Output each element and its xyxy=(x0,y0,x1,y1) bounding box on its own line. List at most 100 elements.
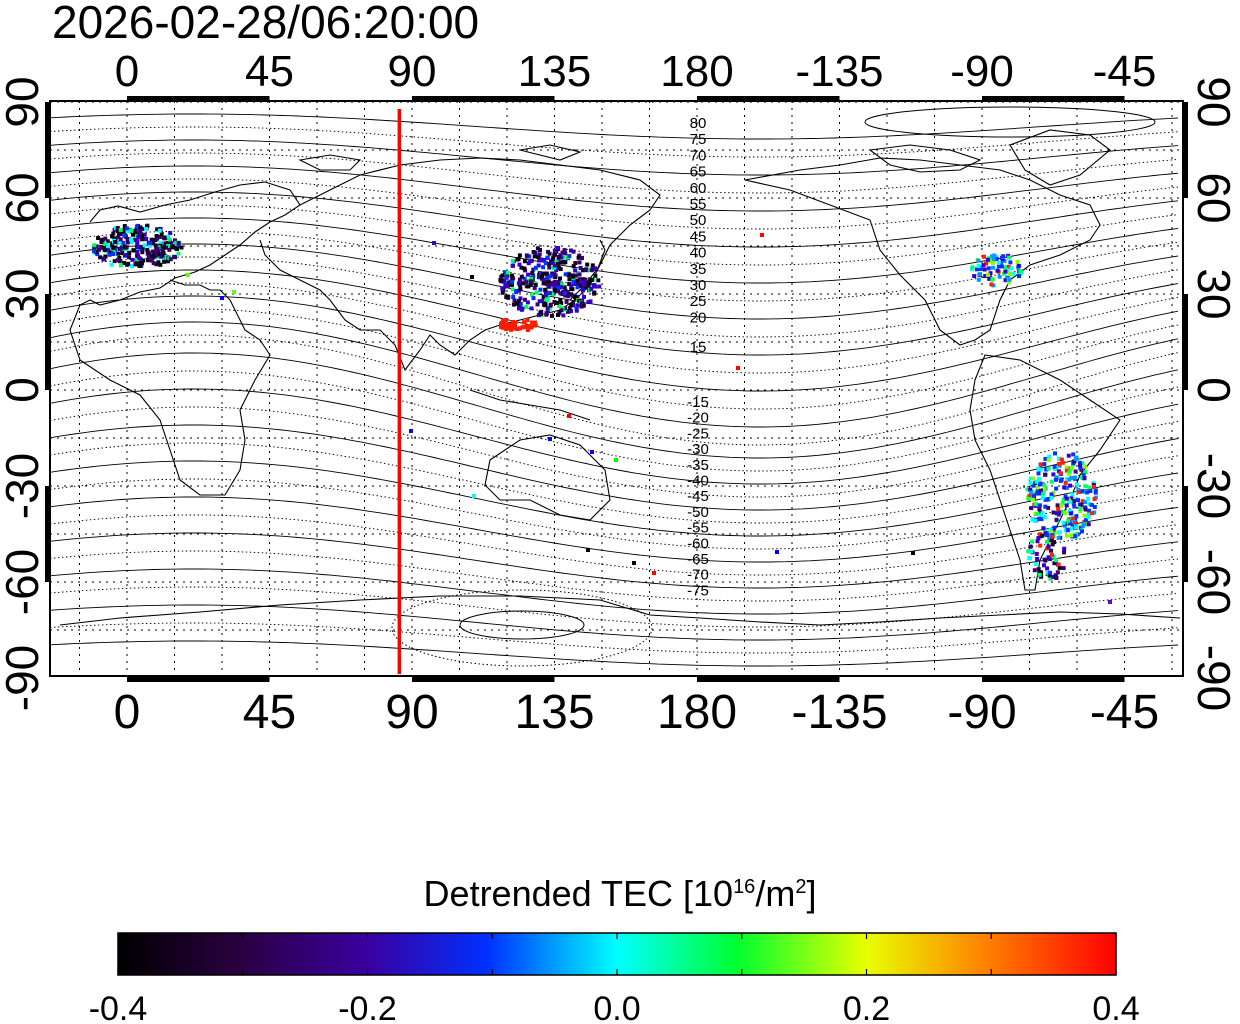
contour-line xyxy=(50,204,1179,266)
tec-point xyxy=(1072,521,1077,526)
tec-point xyxy=(991,257,996,262)
tec-point xyxy=(550,261,555,266)
tec-point xyxy=(161,253,166,258)
tec-point xyxy=(173,238,177,243)
latitude-tick-label: -90 xyxy=(0,645,48,711)
tec-point xyxy=(1067,477,1072,482)
tec-point xyxy=(593,273,598,278)
tec-point xyxy=(1078,526,1083,531)
contour-label: -70 xyxy=(687,567,709,584)
contour-label: 80 xyxy=(690,115,707,132)
tec-point xyxy=(122,261,126,266)
tec-point xyxy=(130,264,134,269)
tec-point xyxy=(1092,505,1097,509)
tec-point xyxy=(146,255,151,259)
tec-point xyxy=(102,247,107,252)
contour-line xyxy=(50,191,1179,248)
contour-label: -65 xyxy=(687,551,709,568)
tec-point xyxy=(512,298,517,303)
tec-point xyxy=(164,245,168,250)
tec-point xyxy=(157,252,162,256)
tec-point xyxy=(1056,456,1061,461)
tec-point xyxy=(1068,511,1073,516)
longitude-tick-label: 135 xyxy=(514,686,594,739)
tec-point xyxy=(569,302,573,307)
tec-point xyxy=(571,303,576,308)
tec-point xyxy=(1061,566,1066,571)
tec-point xyxy=(155,246,160,251)
tec-point xyxy=(1088,489,1093,493)
contour-line xyxy=(50,370,1179,472)
tec-point xyxy=(504,318,509,322)
tec-point xyxy=(560,306,565,311)
tec-point xyxy=(1007,271,1012,276)
tec-point xyxy=(1083,484,1088,489)
tec-point xyxy=(129,237,134,242)
longitude-tick-label: 90 xyxy=(385,686,438,739)
tec-point xyxy=(98,255,103,260)
tec-point xyxy=(517,253,522,258)
tec-point xyxy=(1077,460,1082,465)
tec-point xyxy=(1036,466,1041,471)
tec-point xyxy=(1051,510,1056,515)
tec-point xyxy=(1038,462,1043,467)
tec-point xyxy=(510,273,514,278)
tec-point xyxy=(1007,255,1012,260)
latitude-tick-label: -60 xyxy=(0,549,48,615)
tec-point xyxy=(1089,502,1094,507)
axis-bar xyxy=(127,96,270,102)
tec-point xyxy=(1046,555,1051,560)
tec-point xyxy=(563,251,568,256)
tec-point xyxy=(1077,490,1081,494)
tec-point xyxy=(126,236,131,241)
tec-point xyxy=(1046,497,1051,502)
tec-point xyxy=(1079,502,1084,507)
tec-point xyxy=(984,261,989,266)
tec-point xyxy=(1089,511,1094,516)
tec-point xyxy=(1053,477,1058,482)
tec-point xyxy=(150,249,155,254)
tec-point xyxy=(517,288,521,293)
tec-point xyxy=(1037,482,1042,487)
latitude-tick-label: 0 xyxy=(1188,377,1240,403)
tec-point xyxy=(541,278,546,282)
tec-point xyxy=(1064,465,1069,470)
tec-point xyxy=(1038,532,1043,537)
tec-point xyxy=(174,240,179,245)
tec-point xyxy=(1006,265,1011,269)
tec-point xyxy=(558,298,563,303)
tec-point xyxy=(552,285,557,290)
tec-point xyxy=(510,320,515,324)
tec-point xyxy=(538,248,542,252)
tec-point xyxy=(575,285,580,290)
tec-point xyxy=(146,250,150,255)
axis-bar xyxy=(697,676,840,682)
tec-point xyxy=(133,262,138,267)
tec-point xyxy=(1074,525,1079,530)
tec-point xyxy=(1055,570,1060,575)
tec-point xyxy=(1071,516,1076,521)
tec-point xyxy=(972,274,977,279)
tec-point xyxy=(111,231,116,236)
tec-point xyxy=(1060,501,1065,506)
tec-point xyxy=(1001,254,1006,259)
tec-point xyxy=(1038,509,1043,514)
tec-point xyxy=(1028,481,1033,485)
tec-point xyxy=(1078,465,1083,470)
tec-point xyxy=(1071,499,1076,504)
tec-point xyxy=(155,227,160,232)
tec-point xyxy=(1042,462,1047,467)
tec-point xyxy=(1050,542,1055,547)
tec-point xyxy=(536,254,541,259)
tec-point xyxy=(575,303,580,308)
tec-point xyxy=(586,300,591,305)
tec-point xyxy=(584,285,589,290)
tec-point xyxy=(596,278,601,283)
tec-point xyxy=(573,282,578,286)
tec-point xyxy=(1069,526,1074,531)
tec-point xyxy=(556,279,561,284)
contour-line xyxy=(50,295,1179,392)
tec-point xyxy=(529,306,534,311)
tec-point xyxy=(545,274,550,279)
tec-point xyxy=(1071,502,1076,506)
